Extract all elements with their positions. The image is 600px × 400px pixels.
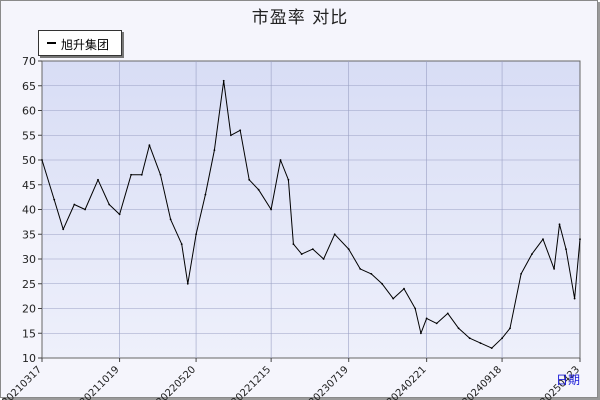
data-point — [370, 273, 373, 275]
data-point — [509, 327, 511, 330]
data-point — [230, 134, 232, 137]
y-tick-label: 20 — [22, 303, 36, 316]
y-tick-label: 40 — [22, 204, 36, 217]
series-group — [41, 79, 581, 349]
y-tick-label: 55 — [22, 129, 36, 142]
y-tick-label: 45 — [22, 179, 36, 192]
data-point — [520, 273, 522, 275]
data-point — [468, 337, 471, 340]
data-point — [573, 297, 576, 300]
y-tick-label: 70 — [22, 55, 36, 68]
x-tick-label: 20210317 — [0, 364, 44, 400]
data-point — [270, 208, 272, 211]
y-tick-label: 15 — [22, 327, 36, 340]
y-tick-label: 25 — [22, 278, 36, 291]
y-tick-label: 65 — [22, 80, 36, 93]
data-point — [186, 282, 189, 285]
x-tick-label: 20221215 — [229, 364, 273, 400]
x-tick-label: 20220520 — [154, 364, 198, 400]
data-point — [490, 347, 493, 349]
y-tick-label: 60 — [22, 105, 36, 118]
data-point — [118, 213, 121, 216]
data-point — [292, 243, 295, 246]
data-point — [300, 253, 303, 256]
data-point — [84, 208, 86, 211]
x-tick-label: 20240918 — [460, 364, 504, 400]
data-point — [322, 258, 325, 260]
y-tick-label: 10 — [22, 352, 36, 365]
data-point — [333, 233, 336, 236]
data-point — [435, 322, 438, 325]
data-point — [311, 248, 314, 251]
data-point — [287, 178, 290, 181]
x-tick-label: 20230719 — [307, 364, 351, 400]
data-point — [392, 297, 395, 300]
y-tick-label: 35 — [22, 228, 36, 241]
data-point — [53, 198, 56, 201]
data-point — [130, 173, 133, 176]
data-point — [140, 173, 143, 176]
data-point — [169, 218, 172, 221]
y-tick-label: 30 — [22, 253, 36, 266]
data-point — [97, 178, 99, 181]
data-point — [257, 188, 260, 191]
data-point — [347, 248, 350, 251]
data-point — [565, 248, 567, 251]
data-point — [148, 144, 151, 147]
legend-label: 旭升集团 — [61, 38, 110, 52]
data-point — [420, 332, 422, 335]
data-point — [531, 253, 533, 256]
data-point — [239, 129, 242, 132]
y-tick-label: 50 — [22, 154, 36, 167]
data-point — [41, 159, 43, 161]
y-axis: 10 15 20 25 30 35 40 45 50 55 60 65 70 — [22, 55, 42, 365]
data-point — [195, 233, 198, 236]
data-point — [403, 287, 405, 290]
legend: 旭升集团 — [38, 30, 122, 56]
series-line-0 — [41, 80, 581, 349]
data-point — [381, 282, 383, 285]
data-point — [248, 178, 251, 181]
x-tick-label: 20211019 — [78, 364, 122, 400]
data-point — [222, 79, 225, 82]
data-point — [159, 173, 162, 176]
data-point — [457, 327, 460, 330]
data-point — [108, 203, 111, 206]
data-point — [501, 337, 503, 340]
legend-swatch — [47, 42, 56, 44]
x-axis: 20210317 20211019 20220520 20221215 20230719… — [0, 358, 582, 400]
data-point — [213, 149, 216, 152]
data-point — [425, 317, 428, 320]
data-point — [359, 268, 362, 270]
data-point — [553, 268, 555, 270]
x-axis-label: 日期 — [556, 373, 581, 387]
data-point — [204, 193, 207, 196]
data-point — [62, 228, 65, 231]
data-point — [446, 312, 449, 315]
data-point — [73, 203, 76, 206]
data-point — [414, 307, 417, 310]
chart-title: 市盈率 对比 — [251, 8, 349, 28]
data-point — [542, 238, 544, 241]
data-point — [180, 243, 183, 246]
grid-lines — [42, 61, 580, 358]
data-point — [579, 238, 581, 241]
data-point — [558, 223, 561, 226]
data-point — [479, 342, 482, 344]
data-point — [279, 159, 282, 161]
x-tick-label: 20240221 — [385, 364, 429, 400]
